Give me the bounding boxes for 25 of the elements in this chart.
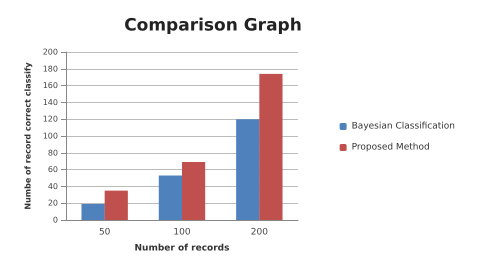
bar — [81, 204, 105, 220]
chart-title: Comparison Graph — [124, 16, 302, 36]
legend-label: Proposed Method — [352, 142, 430, 152]
y-tick-label: 180 — [42, 64, 58, 74]
x-tick-label: 50 — [98, 228, 111, 238]
bar — [158, 175, 182, 220]
bar — [182, 162, 206, 220]
y-axis-title: Numbe of record correct classify — [23, 62, 32, 210]
y-tick-label: 140 — [42, 98, 58, 107]
x-axis-title: Number of records — [134, 244, 230, 254]
y-tick-label: 100 — [42, 132, 58, 140]
y-tick-label: 200 — [42, 48, 58, 56]
legend-label: Bayesian Classification — [352, 122, 455, 132]
x-tick-label: 200 — [250, 228, 268, 238]
y-tick-label: 80 — [48, 148, 58, 158]
bar — [236, 119, 260, 220]
y-tick-label: 60 — [48, 165, 58, 174]
y-tick-label: 40 — [48, 182, 58, 191]
y-tick-label: 20 — [48, 198, 58, 208]
y-tick-label: 160 — [42, 81, 58, 90]
bar — [259, 74, 283, 220]
y-tick-label: 0 — [52, 216, 58, 224]
bar — [104, 190, 128, 220]
y-tick-label: 120 — [42, 114, 58, 124]
x-tick-label: 100 — [173, 228, 191, 238]
